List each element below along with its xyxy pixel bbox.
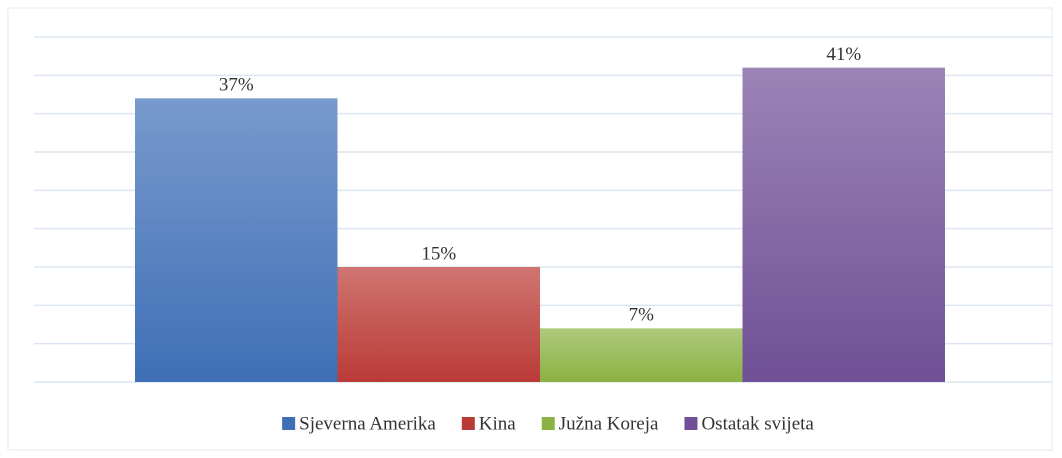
legend-item: Ostatak svijeta — [684, 413, 814, 434]
bar — [135, 98, 338, 382]
legend-swatch — [461, 417, 475, 430]
bar — [337, 267, 540, 382]
legend-label: Kina — [479, 413, 517, 434]
legend-swatch — [541, 417, 555, 430]
legend-label: Južna Koreja — [559, 413, 659, 434]
legend-label: Ostatak svijeta — [701, 413, 814, 434]
bar — [540, 328, 743, 382]
legend-item: Južna Koreja — [541, 413, 659, 434]
data-label: 7% — [629, 305, 655, 326]
data-label: 41% — [826, 44, 861, 65]
legend-item: Kina — [461, 413, 517, 434]
bar — [742, 67, 945, 383]
legend-label: Sjeverna Amerika — [299, 413, 436, 434]
legend-swatch — [684, 417, 698, 430]
data-label: 15% — [421, 243, 456, 264]
legend-item: Sjeverna Amerika — [282, 413, 436, 434]
legend-swatch — [282, 417, 296, 430]
data-label: 37% — [219, 75, 254, 96]
